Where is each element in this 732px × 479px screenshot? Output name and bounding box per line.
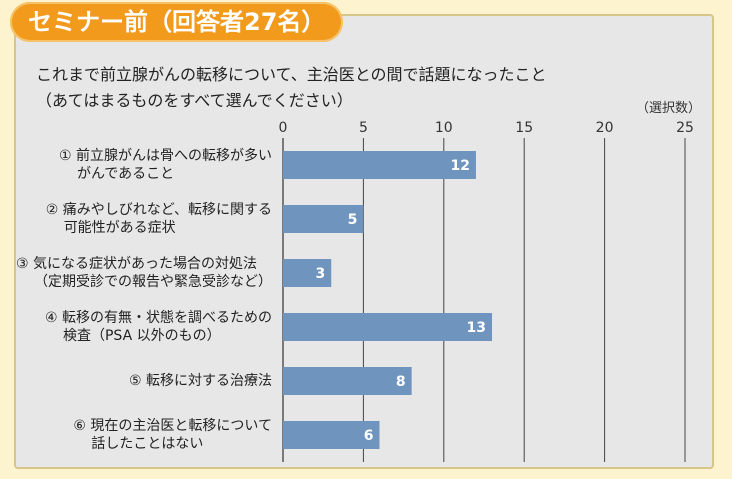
tick-label-15: 15: [515, 120, 533, 136]
category-label-6-line-1: ⑥ 現在の主治医と転移について: [73, 418, 272, 434]
bar-value-label-5: 8: [396, 374, 406, 390]
category-label-4-line-1: ④ 転移の有無・状態を調べるための: [44, 310, 272, 326]
bar-value-label-2: 5: [348, 212, 358, 228]
bar-2: [283, 205, 364, 233]
category-label-2: ② 痛みやしびれなど、転移に関する可能性がある症状: [46, 201, 272, 237]
question-line-2: （あてはまるものをすべて選んでください）: [36, 91, 353, 110]
bar-5: [283, 367, 412, 395]
tick-label-0: 0: [279, 120, 288, 136]
bar-value-label-3: 3: [315, 266, 325, 282]
category-label-3: ③ 気になる症状があった場合の対処法 （定期受診での報告や緊急受診など）: [16, 255, 272, 291]
category-label-3-line-2: （定期受診での報告や緊急受診など）: [34, 274, 272, 290]
category-label-6: ⑥ 現在の主治医と転移について話したことはない: [73, 417, 272, 453]
tick-label-25: 25: [676, 120, 694, 136]
bar-6: [283, 421, 380, 449]
category-label-5-line-1: ⑤ 転移に対する治療法: [128, 373, 272, 389]
bar-4: [283, 313, 493, 341]
tick-label-5: 5: [359, 120, 368, 136]
category-label-5: ⑤ 転移に対する治療法: [129, 372, 272, 390]
category-label-3-line-1: ③ 気になる症状があった場合の対処法: [16, 256, 257, 272]
bar-value-label-6: 6: [364, 428, 374, 444]
category-label-2-line-1: ② 痛みやしびれなど、転移に関する: [45, 202, 272, 218]
category-label-6-line-2: 話したことはない: [91, 436, 204, 452]
category-label-4: ④ 転移の有無・状態を調べるための検査（PSA 以外のもの）: [45, 309, 272, 345]
category-label-1-line-2: がんであること: [76, 166, 175, 182]
question-line-1: これまで前立腺がんの転移について、主治医との間で話題になったこと: [36, 65, 547, 84]
bar-3: [283, 259, 332, 287]
category-label-1: ① 前立腺がんは骨への転移が多いがんであること: [59, 147, 272, 183]
category-label-4-line-2: 検査（PSA 以外のもの）: [62, 328, 221, 344]
tick-label-10: 10: [435, 120, 453, 136]
tick-label-20: 20: [596, 120, 614, 136]
category-label-2-line-2: 可能性がある症状: [63, 220, 176, 236]
unit-label: （選択数）: [636, 101, 702, 116]
category-label-1-line-1: ① 前立腺がんは骨への転移が多い: [58, 148, 272, 164]
bar-value-label-4: 13: [467, 320, 486, 336]
bar-1: [283, 151, 476, 179]
bar-value-label-1: 12: [450, 158, 469, 174]
seminar-badge: セミナー前（回答者27名）: [10, 2, 344, 42]
